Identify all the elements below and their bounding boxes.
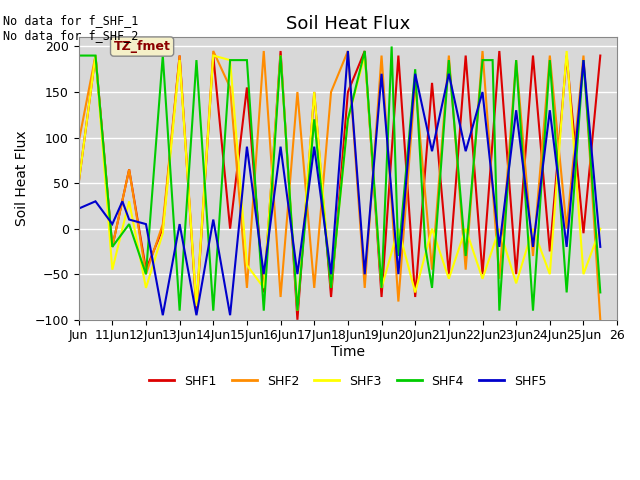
Legend: SHF1, SHF2, SHF3, SHF4, SHF5: SHF1, SHF2, SHF3, SHF4, SHF5 <box>145 370 552 393</box>
X-axis label: Time: Time <box>331 345 365 359</box>
Text: TZ_fmet: TZ_fmet <box>114 40 170 53</box>
Y-axis label: Soil Heat Flux: Soil Heat Flux <box>15 131 29 227</box>
Title: Soil Heat Flux: Soil Heat Flux <box>286 15 410 33</box>
Text: No data for f_SHF_1
No data for f_SHF_2: No data for f_SHF_1 No data for f_SHF_2 <box>3 14 139 42</box>
